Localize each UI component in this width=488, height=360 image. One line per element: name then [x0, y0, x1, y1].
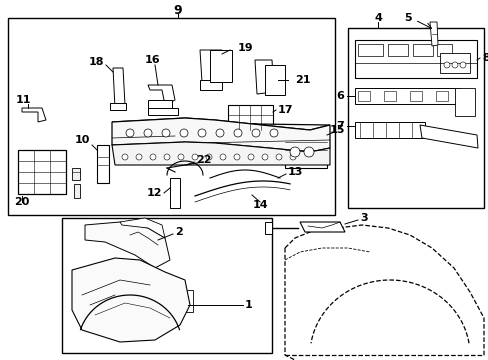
Circle shape — [289, 154, 295, 160]
Bar — [387, 44, 407, 56]
Circle shape — [220, 154, 225, 160]
Bar — [354, 88, 459, 104]
Circle shape — [216, 129, 224, 137]
Bar — [357, 44, 382, 56]
Polygon shape — [148, 108, 178, 115]
Circle shape — [143, 129, 152, 137]
Text: 6: 6 — [335, 91, 343, 101]
Bar — [62, 218, 271, 353]
Polygon shape — [419, 125, 477, 148]
Text: 2: 2 — [175, 227, 183, 237]
Polygon shape — [254, 60, 273, 94]
Bar — [347, 28, 483, 208]
Circle shape — [451, 62, 457, 68]
Polygon shape — [200, 80, 222, 90]
Circle shape — [269, 129, 278, 137]
Polygon shape — [209, 50, 231, 82]
Circle shape — [136, 154, 142, 160]
Circle shape — [178, 154, 183, 160]
Circle shape — [275, 154, 282, 160]
Bar — [227, 105, 272, 130]
Bar — [175, 290, 193, 312]
Bar — [412, 44, 432, 56]
Polygon shape — [200, 50, 224, 82]
Circle shape — [122, 154, 128, 160]
Polygon shape — [299, 222, 345, 232]
Polygon shape — [112, 118, 329, 130]
Text: 5: 5 — [404, 13, 411, 23]
Polygon shape — [85, 222, 170, 268]
Text: 16: 16 — [145, 55, 161, 65]
Polygon shape — [148, 100, 172, 108]
Polygon shape — [264, 65, 285, 95]
Text: 8: 8 — [481, 53, 488, 63]
Polygon shape — [112, 118, 329, 152]
Circle shape — [205, 154, 212, 160]
Text: 20: 20 — [14, 197, 29, 207]
Bar — [97, 145, 109, 183]
Circle shape — [234, 129, 242, 137]
Bar — [170, 178, 180, 208]
Bar — [18, 150, 66, 194]
Text: 11: 11 — [16, 95, 31, 105]
Text: 10: 10 — [75, 135, 90, 145]
Polygon shape — [264, 222, 271, 234]
Circle shape — [180, 129, 187, 137]
Circle shape — [262, 154, 267, 160]
Circle shape — [234, 154, 240, 160]
Circle shape — [126, 129, 134, 137]
Polygon shape — [72, 258, 190, 342]
Text: 18: 18 — [88, 57, 104, 67]
Circle shape — [247, 154, 253, 160]
Circle shape — [198, 129, 205, 137]
Bar — [383, 91, 395, 101]
Circle shape — [251, 129, 260, 137]
Text: 7: 7 — [336, 121, 343, 131]
Bar — [354, 122, 424, 138]
Polygon shape — [429, 22, 437, 46]
Text: 9: 9 — [173, 4, 182, 17]
Circle shape — [163, 154, 170, 160]
Circle shape — [459, 62, 465, 68]
Text: 19: 19 — [238, 43, 253, 53]
Circle shape — [192, 154, 198, 160]
Polygon shape — [148, 85, 175, 105]
Bar — [357, 91, 369, 101]
Bar — [435, 91, 447, 101]
Text: 13: 13 — [287, 167, 303, 177]
Text: 3: 3 — [359, 213, 367, 223]
Polygon shape — [22, 108, 46, 122]
Circle shape — [443, 62, 449, 68]
Text: 14: 14 — [252, 200, 267, 210]
Text: 17: 17 — [278, 105, 293, 115]
Polygon shape — [110, 103, 126, 110]
Bar — [454, 88, 474, 116]
Bar — [8, 18, 334, 215]
Text: 21: 21 — [294, 75, 310, 85]
Bar — [74, 184, 80, 198]
Text: 1: 1 — [244, 300, 252, 310]
Text: 15: 15 — [329, 125, 345, 135]
Text: 4: 4 — [373, 13, 381, 23]
Bar — [285, 130, 326, 168]
Bar — [72, 168, 80, 180]
Bar — [354, 40, 476, 78]
Bar — [436, 44, 451, 56]
Polygon shape — [112, 142, 329, 165]
Circle shape — [150, 154, 156, 160]
Polygon shape — [113, 68, 125, 108]
Polygon shape — [120, 218, 164, 238]
Circle shape — [289, 147, 299, 157]
Text: 22: 22 — [196, 155, 211, 165]
Bar — [439, 53, 469, 73]
Text: 12: 12 — [146, 188, 162, 198]
Circle shape — [304, 147, 313, 157]
Bar — [409, 91, 421, 101]
Circle shape — [162, 129, 170, 137]
